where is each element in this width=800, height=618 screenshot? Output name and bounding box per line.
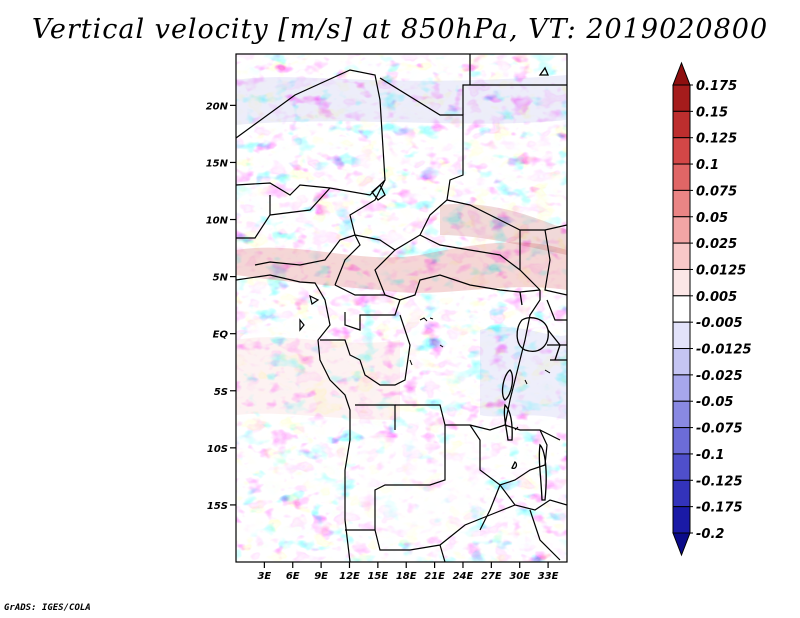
colorbar-swatch <box>672 268 691 297</box>
rising-motion-band <box>440 204 567 255</box>
lon-tick-label: 3E <box>257 571 271 582</box>
colorbar-label: 0.075 <box>696 184 737 199</box>
lon-tick-label: 30E <box>509 571 530 582</box>
colorbar-label: 0.175 <box>696 79 737 94</box>
colorbar-swatch <box>672 242 691 270</box>
colorbar-label: 0.005 <box>696 290 737 305</box>
colorbar-swatch <box>672 110 691 139</box>
plot-title: Vertical velocity [m/s] at 850hPa, VT: 2… <box>31 14 769 45</box>
colorbar-label: 0.05 <box>696 211 728 226</box>
colorbar-swatch <box>672 400 691 429</box>
colorbar-label: -0.1 <box>696 448 724 463</box>
lat-tick-label: 15N <box>206 158 229 169</box>
lon-tick-label: 18E <box>396 571 417 582</box>
rising-motion-area <box>236 337 400 420</box>
sinking-motion-area <box>480 327 567 420</box>
colorbar-label: 0.1 <box>696 158 719 173</box>
rising-motion-band <box>236 242 567 293</box>
lat-tick-label: 20N <box>206 101 229 112</box>
lat-tick-label: 10N <box>206 216 229 227</box>
weak-motion-area <box>360 437 480 540</box>
lat-tick-label: 5S <box>214 387 228 398</box>
colorbar-swatch <box>672 163 691 191</box>
lon-tick-label: 27E <box>481 571 502 582</box>
vertical-velocity-field <box>235 53 568 563</box>
colorbar-min-arrow <box>672 532 691 557</box>
colorbar-swatch <box>672 506 691 534</box>
lon-tick-label: 33E <box>538 571 559 582</box>
longitude-axis: 3E 6E 9E 12E 15E 18E 21E 24E 27E 30E 33E <box>257 562 559 582</box>
colorbar-label: -0.075 <box>696 422 743 437</box>
map-frame <box>235 53 568 563</box>
colorbar-swatch <box>672 321 691 350</box>
lon-tick-label: 24E <box>453 571 474 582</box>
lon-tick-label: 9E <box>314 571 328 582</box>
lat-tick-label: 5N <box>213 273 229 284</box>
colorbar-label: -0.2 <box>696 527 724 542</box>
sinking-motion-area <box>236 75 567 125</box>
colorbar-label: 0.025 <box>696 237 737 252</box>
lat-tick-label: 10S <box>207 444 228 455</box>
colorbar-swatch <box>672 84 691 112</box>
coastline <box>236 274 351 520</box>
latitude-axis: 20N 15N 10N 5N EQ 5S 10S 15S <box>206 101 236 512</box>
colorbar-max-arrow <box>672 61 691 86</box>
colorbar-label: 0.125 <box>696 132 737 147</box>
colorbar-label: 0.15 <box>696 105 728 120</box>
colorbar-swatch <box>672 427 691 455</box>
colorbar-swatch <box>672 137 691 165</box>
small-features <box>409 317 551 431</box>
colorbar-swatch <box>672 216 691 244</box>
colorbar-label: -0.125 <box>696 474 743 489</box>
colorbar-label: -0.175 <box>696 501 743 516</box>
colorbar-label: -0.005 <box>696 316 743 331</box>
colorbar-swatch <box>672 295 691 323</box>
colorbar-label: -0.0125 <box>696 343 752 358</box>
lon-tick-label: 15E <box>367 571 388 582</box>
lakes <box>371 66 561 501</box>
colorbar-swatch <box>672 453 691 481</box>
colorbar-label: -0.05 <box>696 395 733 410</box>
lon-tick-label: 21E <box>424 571 445 582</box>
colorbar-swatch <box>672 479 691 508</box>
grads-credit: GrADS: IGES/COLA <box>4 603 91 613</box>
colorbar-swatch <box>672 189 691 218</box>
lat-tick-label: EQ <box>213 330 229 341</box>
colorbar-label: 0.0125 <box>696 263 746 278</box>
lon-tick-label: 12E <box>339 571 360 582</box>
colorbar-swatch <box>672 348 691 376</box>
lat-tick-label: 15S <box>207 501 228 512</box>
lon-tick-label: 6E <box>286 571 300 582</box>
colorbar: 0.175 0.15 0.125 0.1 0.075 0.05 0.025 0.0125 0.0… <box>672 61 752 557</box>
colorbar-swatch <box>672 374 691 402</box>
colorbar-label: -0.025 <box>696 369 743 384</box>
